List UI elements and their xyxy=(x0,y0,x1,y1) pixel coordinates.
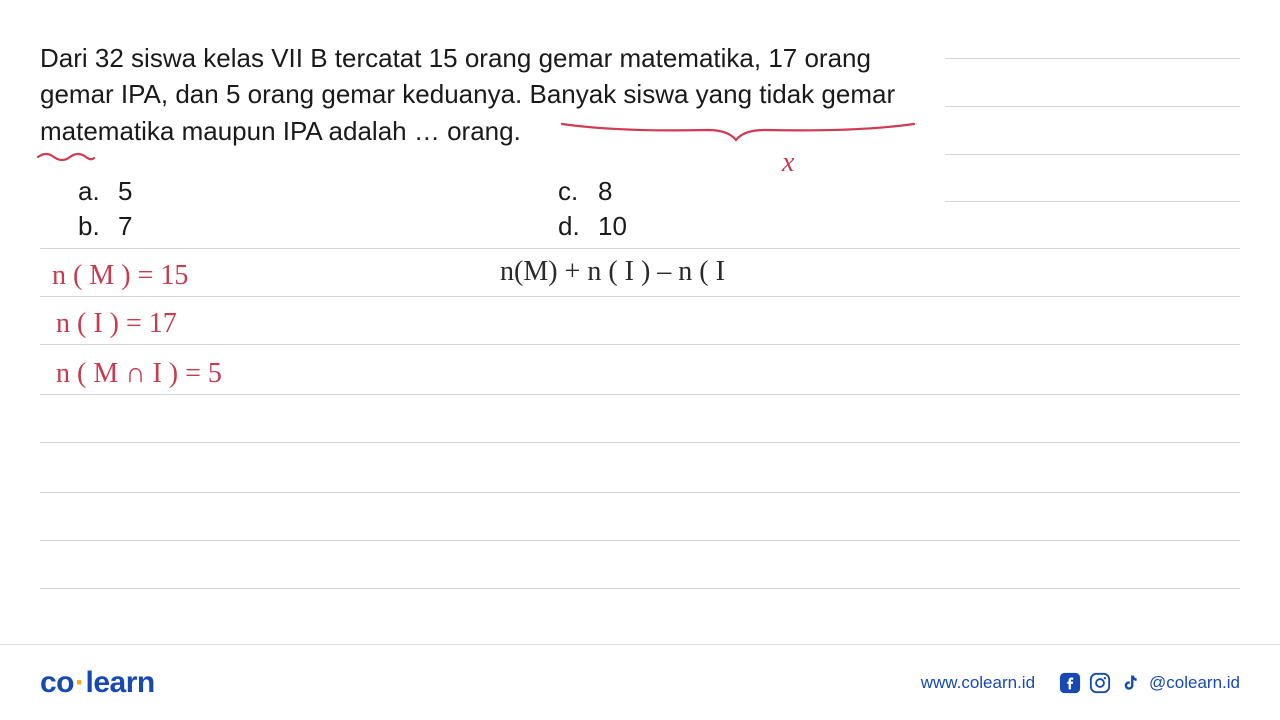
logo-dot: · xyxy=(75,666,85,699)
facebook-icon xyxy=(1059,672,1081,694)
footer: co·learn www.colearn.id @colearn.id xyxy=(0,644,1280,720)
tiktok-icon xyxy=(1119,672,1141,694)
option-a: a. 5 xyxy=(78,174,558,209)
underline-ipa-icon xyxy=(36,150,96,164)
option-d: d. 10 xyxy=(558,209,1038,244)
instagram-icon xyxy=(1089,672,1111,694)
option-value-c: 8 xyxy=(598,174,612,209)
footer-right: www.colearn.id @colearn.id xyxy=(921,672,1240,694)
option-letter-d: d. xyxy=(558,209,598,244)
option-b: b. 7 xyxy=(78,209,558,244)
footer-url: www.colearn.id xyxy=(921,673,1035,693)
logo: co·learn xyxy=(40,666,155,700)
option-letter-b: b. xyxy=(78,209,118,244)
options-col-right: c. 8 d. 10 xyxy=(558,174,1038,244)
work-nM: n ( M ) = 15 xyxy=(52,260,188,292)
option-letter-a: a. xyxy=(78,174,118,209)
option-value-b: 7 xyxy=(118,209,132,244)
option-c: c. 8 xyxy=(558,174,1038,209)
options: a. 5 b. 7 c. 8 d. 10 xyxy=(78,174,1240,244)
option-value-d: 10 xyxy=(598,209,627,244)
option-letter-c: c. xyxy=(558,174,598,209)
social-icons: @colearn.id xyxy=(1059,672,1240,694)
logo-co: co xyxy=(40,666,74,699)
footer-handle: @colearn.id xyxy=(1149,673,1240,693)
work-formula: n(M) + n ( I ) – n ( I xyxy=(500,256,725,288)
option-value-a: 5 xyxy=(118,174,132,209)
work-nI: n ( I ) = 17 xyxy=(56,308,177,340)
question-text: Dari 32 siswa kelas VII B tercatat 15 or… xyxy=(40,40,940,149)
work-nMI: n ( M ∩ I ) = 5 xyxy=(56,358,222,390)
content-area: Dari 32 siswa kelas VII B tercatat 15 or… xyxy=(0,0,1280,630)
logo-learn: learn xyxy=(86,666,155,699)
options-col-left: a. 5 b. 7 xyxy=(78,174,558,244)
